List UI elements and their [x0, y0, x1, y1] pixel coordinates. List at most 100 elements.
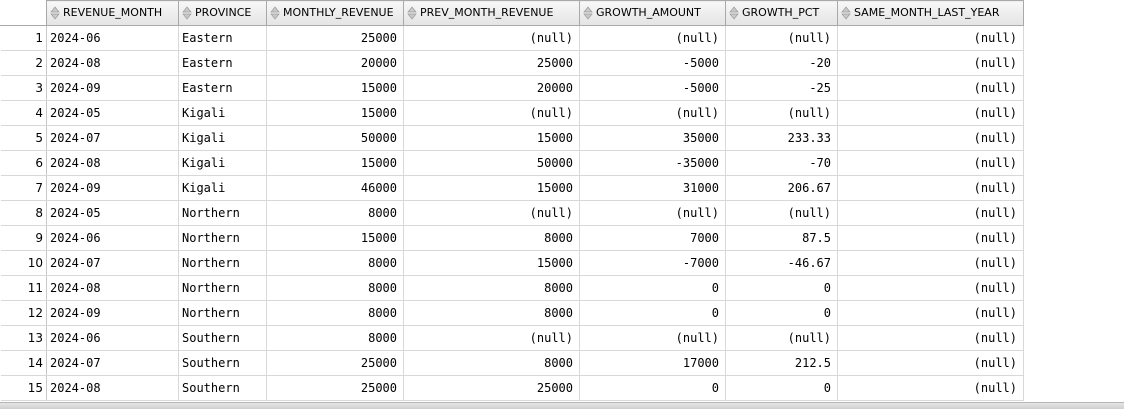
- growth-pct-cell[interactable]: 0: [725, 275, 838, 301]
- province-cell[interactable]: Kigali: [178, 150, 267, 176]
- row-number[interactable]: 4: [0, 100, 47, 126]
- row-number[interactable]: 5: [0, 125, 47, 151]
- revenue-month-cell[interactable]: 2024-07: [46, 350, 179, 376]
- row-number[interactable]: 10: [0, 250, 47, 276]
- same-month-last-year-cell[interactable]: (null): [837, 75, 1024, 101]
- row-number[interactable]: 13: [0, 325, 47, 351]
- growth-pct-cell[interactable]: -20: [725, 50, 838, 76]
- province-cell[interactable]: Northern: [178, 275, 267, 301]
- table-row[interactable]: 11 2024-08 Northern 8000 8000 0 0 (null): [0, 275, 1024, 301]
- row-number[interactable]: 7: [0, 175, 47, 201]
- growth-amount-cell[interactable]: (null): [579, 25, 726, 51]
- column-header-revenue-month[interactable]: REVENUE_MONTH: [46, 0, 179, 26]
- table-row[interactable]: 9 2024-06 Northern 15000 8000 7000 87.5 (null): [0, 225, 1024, 251]
- prev-month-revenue-cell[interactable]: 25000: [403, 375, 580, 401]
- growth-pct-cell[interactable]: (null): [725, 200, 838, 226]
- monthly-revenue-cell[interactable]: 8000: [266, 275, 404, 301]
- horizontal-scrollbar[interactable]: [0, 402, 1124, 409]
- monthly-revenue-cell[interactable]: 15000: [266, 100, 404, 126]
- same-month-last-year-cell[interactable]: (null): [837, 375, 1024, 401]
- monthly-revenue-cell[interactable]: 25000: [266, 375, 404, 401]
- prev-month-revenue-cell[interactable]: 15000: [403, 125, 580, 151]
- sort-icon[interactable]: [841, 6, 851, 20]
- growth-pct-cell[interactable]: -46.67: [725, 250, 838, 276]
- prev-month-revenue-cell[interactable]: 15000: [403, 175, 580, 201]
- table-row[interactable]: 4 2024-05 Kigali 15000 (null) (null) (null) (nu…: [0, 100, 1024, 126]
- growth-amount-cell[interactable]: 17000: [579, 350, 726, 376]
- revenue-month-cell[interactable]: 2024-07: [46, 125, 179, 151]
- row-number[interactable]: 12: [0, 300, 47, 326]
- column-header-province[interactable]: PROVINCE: [178, 0, 267, 26]
- growth-amount-cell[interactable]: (null): [579, 200, 726, 226]
- province-cell[interactable]: Kigali: [178, 175, 267, 201]
- row-number[interactable]: 15: [0, 375, 47, 401]
- prev-month-revenue-cell[interactable]: 25000: [403, 50, 580, 76]
- province-cell[interactable]: Southern: [178, 325, 267, 351]
- growth-pct-cell[interactable]: -70: [725, 150, 838, 176]
- growth-amount-cell[interactable]: 35000: [579, 125, 726, 151]
- same-month-last-year-cell[interactable]: (null): [837, 175, 1024, 201]
- growth-pct-cell[interactable]: 206.67: [725, 175, 838, 201]
- prev-month-revenue-cell[interactable]: (null): [403, 200, 580, 226]
- prev-month-revenue-cell[interactable]: 15000: [403, 250, 580, 276]
- table-row[interactable]: 14 2024-07 Southern 25000 8000 17000 212.5 (nul…: [0, 350, 1024, 376]
- table-row[interactable]: 10 2024-07 Northern 8000 15000 -7000 -46.67 (nu…: [0, 250, 1024, 276]
- prev-month-revenue-cell[interactable]: 20000: [403, 75, 580, 101]
- row-number[interactable]: 8: [0, 200, 47, 226]
- prev-month-revenue-cell[interactable]: (null): [403, 325, 580, 351]
- sort-icon[interactable]: [182, 6, 192, 20]
- growth-pct-cell[interactable]: (null): [725, 100, 838, 126]
- same-month-last-year-cell[interactable]: (null): [837, 225, 1024, 251]
- table-row[interactable]: 12 2024-09 Northern 8000 8000 0 0 (null): [0, 300, 1024, 326]
- row-number[interactable]: 3: [0, 75, 47, 101]
- table-row[interactable]: 13 2024-06 Southern 8000 (null) (null) (null)(…: [0, 325, 1024, 351]
- same-month-last-year-cell[interactable]: (null): [837, 250, 1024, 276]
- revenue-month-cell[interactable]: 2024-09: [46, 75, 179, 101]
- prev-month-revenue-cell[interactable]: (null): [403, 100, 580, 126]
- row-number[interactable]: 2: [0, 50, 47, 76]
- growth-amount-cell[interactable]: 0: [579, 300, 726, 326]
- monthly-revenue-cell[interactable]: 15000: [266, 150, 404, 176]
- revenue-month-cell[interactable]: 2024-09: [46, 175, 179, 201]
- prev-month-revenue-cell[interactable]: 8000: [403, 275, 580, 301]
- growth-amount-cell[interactable]: -5000: [579, 50, 726, 76]
- monthly-revenue-cell[interactable]: 8000: [266, 250, 404, 276]
- province-cell[interactable]: Northern: [178, 200, 267, 226]
- revenue-month-cell[interactable]: 2024-06: [46, 225, 179, 251]
- province-cell[interactable]: Southern: [178, 375, 267, 401]
- province-cell[interactable]: Kigali: [178, 125, 267, 151]
- same-month-last-year-cell[interactable]: (null): [837, 325, 1024, 351]
- table-row[interactable]: 1 2024-06 Eastern 25000 (null) (null) (null) (n…: [0, 25, 1024, 51]
- province-cell[interactable]: Eastern: [178, 50, 267, 76]
- same-month-last-year-cell[interactable]: (null): [837, 100, 1024, 126]
- province-cell[interactable]: Eastern: [178, 25, 267, 51]
- table-row[interactable]: 15 2024-08 Southern 25000 25000 0 0 (null): [0, 375, 1024, 401]
- province-cell[interactable]: Northern: [178, 225, 267, 251]
- row-number[interactable]: 11: [0, 275, 47, 301]
- province-cell[interactable]: Kigali: [178, 100, 267, 126]
- monthly-revenue-cell[interactable]: 25000: [266, 25, 404, 51]
- monthly-revenue-cell[interactable]: 50000: [266, 125, 404, 151]
- same-month-last-year-cell[interactable]: (null): [837, 200, 1024, 226]
- table-row[interactable]: 6 2024-08 Kigali 15000 50000 -35000 -70 (null): [0, 150, 1024, 176]
- revenue-month-cell[interactable]: 2024-08: [46, 375, 179, 401]
- monthly-revenue-cell[interactable]: 8000: [266, 325, 404, 351]
- prev-month-revenue-cell[interactable]: 8000: [403, 350, 580, 376]
- growth-amount-cell[interactable]: 31000: [579, 175, 726, 201]
- province-cell[interactable]: Southern: [178, 350, 267, 376]
- growth-amount-cell[interactable]: 0: [579, 375, 726, 401]
- sort-icon[interactable]: [50, 6, 60, 20]
- growth-amount-cell[interactable]: -35000: [579, 150, 726, 176]
- growth-amount-cell[interactable]: (null): [579, 325, 726, 351]
- monthly-revenue-cell[interactable]: 46000: [266, 175, 404, 201]
- same-month-last-year-cell[interactable]: (null): [837, 150, 1024, 176]
- growth-pct-cell[interactable]: 0: [725, 375, 838, 401]
- sort-icon[interactable]: [270, 6, 280, 20]
- revenue-month-cell[interactable]: 2024-08: [46, 150, 179, 176]
- growth-amount-cell[interactable]: -5000: [579, 75, 726, 101]
- growth-pct-cell[interactable]: (null): [725, 25, 838, 51]
- same-month-last-year-cell[interactable]: (null): [837, 25, 1024, 51]
- column-header-same-month-last-year[interactable]: SAME_MONTH_LAST_YEAR: [837, 0, 1024, 26]
- same-month-last-year-cell[interactable]: (null): [837, 125, 1024, 151]
